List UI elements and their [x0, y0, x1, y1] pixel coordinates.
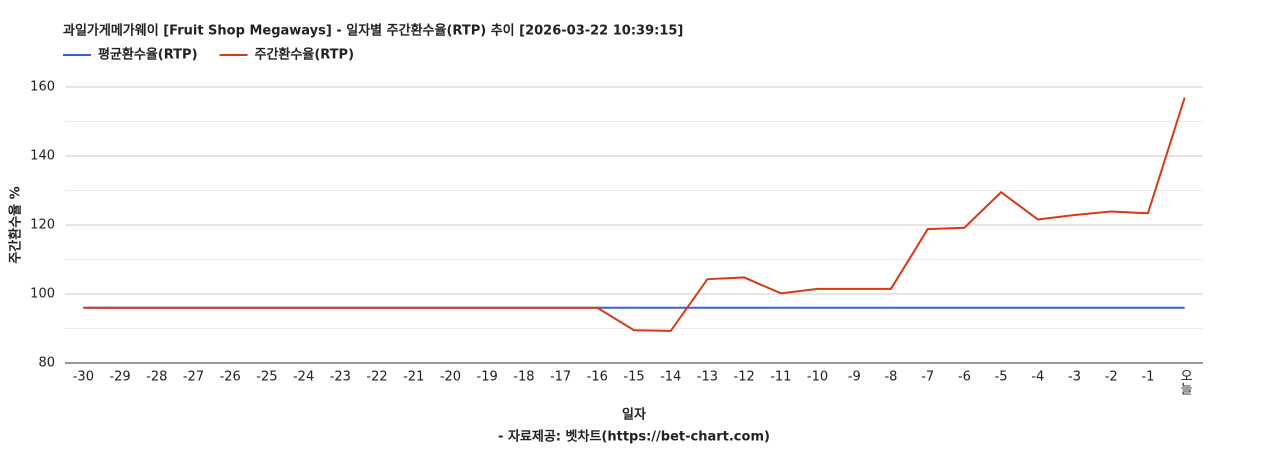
x-tick-label: -5 [995, 370, 1008, 385]
x-tick-label: -12 [734, 370, 755, 385]
series-line [83, 97, 1186, 332]
x-tick-label: -7 [921, 370, 934, 385]
x-tick-label: -18 [513, 370, 534, 385]
x-axis-label: 일자 [622, 408, 646, 423]
y-tick-label: 140 [30, 149, 55, 164]
x-tick-label: -11 [770, 370, 791, 385]
x-tick-label: 오늘 [1177, 369, 1192, 395]
x-tick-label: -6 [958, 370, 971, 385]
x-tick-label: -21 [403, 370, 424, 385]
x-tick-label: -22 [366, 370, 387, 385]
legend-label: 평균환수율(RTP) [98, 47, 198, 63]
x-tick-label: -8 [884, 370, 897, 385]
x-tick-label: -2 [1105, 370, 1118, 385]
y-tick-label: 120 [30, 218, 55, 233]
x-tick-label: -25 [256, 370, 277, 385]
x-tick-label: -14 [660, 370, 681, 385]
x-tick-label: -16 [587, 370, 608, 385]
x-tick-label: -9 [848, 370, 861, 385]
y-axis-label: 주간환수율 % [8, 186, 24, 263]
x-tick-label: -28 [146, 370, 167, 385]
x-tick-label: -17 [550, 370, 571, 385]
y-tick-label: 80 [38, 356, 55, 371]
y-tick-label: 160 [30, 80, 55, 95]
x-tick-label: -30 [73, 370, 94, 385]
source: - 자료제공: 벳차트(https://bet-chart.com) [498, 429, 770, 445]
y-tick-label: 100 [30, 287, 55, 302]
x-tick-label: -13 [697, 370, 718, 385]
x-tick-label: -20 [440, 370, 461, 385]
x-tick-label: -27 [183, 370, 204, 385]
x-tick-label: -3 [1068, 370, 1081, 385]
legend-label: 주간환수율(RTP) [255, 47, 355, 63]
x-tick-label: -10 [807, 370, 828, 385]
x-tick-label: -15 [623, 370, 644, 385]
x-tick-label: -29 [109, 370, 130, 385]
x-tick-label: -24 [293, 370, 314, 385]
x-tick-label: -19 [477, 370, 498, 385]
x-tick-label: -23 [330, 370, 351, 385]
x-tick-label: -26 [220, 370, 241, 385]
x-tick-label: -4 [1031, 370, 1044, 385]
chart-title: 과일가게메가웨이 [Fruit Shop Megaways] - 일자별 주간환… [63, 23, 683, 39]
x-tick-label: -1 [1141, 370, 1154, 385]
